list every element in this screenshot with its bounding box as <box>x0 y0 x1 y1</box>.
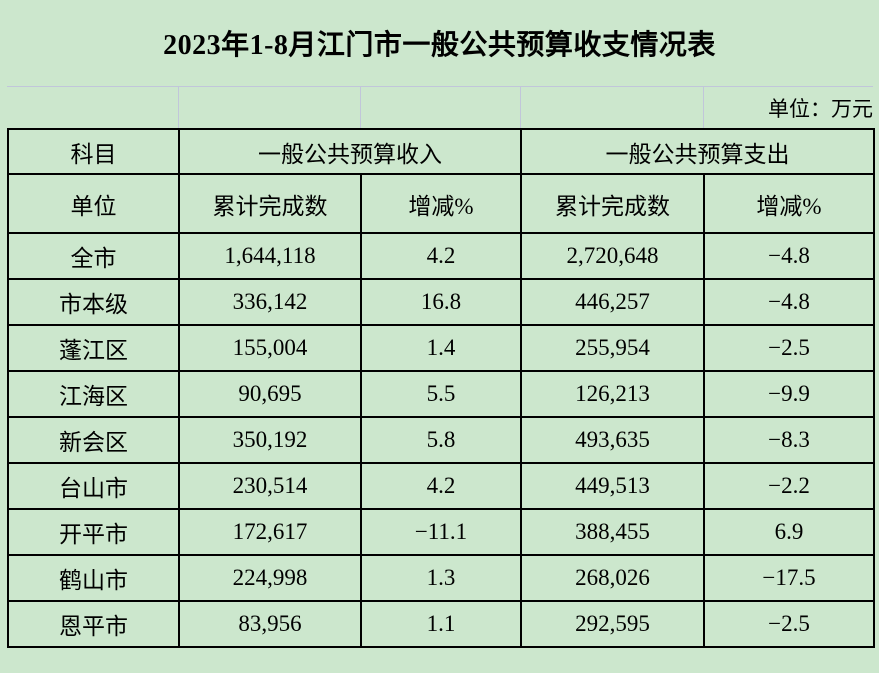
header-subject: 科目 <box>7 128 180 175</box>
cell-expenditure-change: −17.5 <box>703 554 875 602</box>
cell-unit: 市本级 <box>7 278 180 326</box>
cell-revenue-change: 1.3 <box>360 554 522 602</box>
unit-note-row: 单位：万元 <box>7 86 873 129</box>
sub-header-row: 单位 累计完成数 增减% 累计完成数 增减% <box>7 173 875 234</box>
cell-revenue-total: 230,514 <box>178 462 362 510</box>
cell-revenue-total: 224,998 <box>178 554 362 602</box>
table-row: 市本级 336,142 16.8 446,257 −4.8 <box>7 278 875 326</box>
header-revenue-total: 累计完成数 <box>178 173 362 234</box>
table-row: 新会区 350,192 5.8 493,635 −8.3 <box>7 416 875 464</box>
cell-expenditure-total: 255,954 <box>520 324 705 372</box>
cell-revenue-total: 83,956 <box>178 600 362 648</box>
cell-revenue-change: 4.2 <box>360 232 522 280</box>
cell-unit: 江海区 <box>7 370 180 418</box>
page-title: 2023年1-8月江门市一般公共预算收支情况表 <box>163 30 716 61</box>
cell-revenue-total: 90,695 <box>178 370 362 418</box>
cell-revenue-change: 1.4 <box>360 324 522 372</box>
table-row: 恩平市 83,956 1.1 292,595 −2.5 <box>7 600 875 648</box>
cell-expenditure-change: −2.5 <box>703 324 875 372</box>
faint-gridline <box>178 87 179 129</box>
cell-unit: 台山市 <box>7 462 180 510</box>
cell-expenditure-change: −4.8 <box>703 278 875 326</box>
cell-expenditure-change: −9.9 <box>703 370 875 418</box>
table-row: 开平市 172,617 −11.1 388,455 6.9 <box>7 508 875 556</box>
header-expenditure-change: 增减% <box>703 173 875 234</box>
cell-revenue-total: 1,644,118 <box>178 232 362 280</box>
cell-revenue-total: 155,004 <box>178 324 362 372</box>
cell-revenue-change: 16.8 <box>360 278 522 326</box>
faint-gridline <box>703 87 704 129</box>
table-row: 全市 1,644,118 4.2 2,720,648 −4.8 <box>7 232 875 280</box>
cell-unit: 全市 <box>7 232 180 280</box>
cell-expenditure-total: 126,213 <box>520 370 705 418</box>
cell-revenue-change: 4.2 <box>360 462 522 510</box>
table-row: 台山市 230,514 4.2 449,513 −2.2 <box>7 462 875 510</box>
cell-expenditure-change: −8.3 <box>703 416 875 464</box>
cell-expenditure-total: 388,455 <box>520 508 705 556</box>
cell-revenue-total: 336,142 <box>178 278 362 326</box>
header-revenue-group: 一般公共预算收入 <box>178 128 522 175</box>
cell-unit: 鹤山市 <box>7 554 180 602</box>
cell-expenditure-total: 292,595 <box>520 600 705 648</box>
header-expenditure-total: 累计完成数 <box>520 173 705 234</box>
cell-revenue-change: 5.5 <box>360 370 522 418</box>
cell-expenditure-total: 268,026 <box>520 554 705 602</box>
table-row: 江海区 90,695 5.5 126,213 −9.9 <box>7 370 875 418</box>
header-revenue-change: 增减% <box>360 173 522 234</box>
cell-expenditure-change: −2.5 <box>703 600 875 648</box>
cell-expenditure-change: 6.9 <box>703 508 875 556</box>
header-expenditure-group: 一般公共预算支出 <box>520 128 875 175</box>
faint-gridline <box>360 87 361 129</box>
cell-revenue-total: 350,192 <box>178 416 362 464</box>
cell-expenditure-total: 449,513 <box>520 462 705 510</box>
cell-expenditure-change: −2.2 <box>703 462 875 510</box>
cell-revenue-change: 5.8 <box>360 416 522 464</box>
cell-revenue-change: −11.1 <box>360 508 522 556</box>
budget-table: 科目 一般公共预算收入 一般公共预算支出 单位 累计完成数 增减% 累计完成数 … <box>7 128 875 648</box>
header-unit: 单位 <box>7 173 180 234</box>
cell-unit: 蓬江区 <box>7 324 180 372</box>
table-row: 蓬江区 155,004 1.4 255,954 −2.5 <box>7 324 875 372</box>
cell-unit: 恩平市 <box>7 600 180 648</box>
table-row: 鹤山市 224,998 1.3 268,026 −17.5 <box>7 554 875 602</box>
cell-unit: 开平市 <box>7 508 180 556</box>
cell-unit: 新会区 <box>7 416 180 464</box>
faint-gridline <box>520 87 521 129</box>
cell-expenditure-total: 446,257 <box>520 278 705 326</box>
group-header-row: 科目 一般公共预算收入 一般公共预算支出 <box>7 128 875 175</box>
cell-revenue-change: 1.1 <box>360 600 522 648</box>
cell-expenditure-change: −4.8 <box>703 232 875 280</box>
cell-revenue-total: 172,617 <box>178 508 362 556</box>
unit-note: 单位：万元 <box>768 97 873 121</box>
cell-expenditure-total: 2,720,648 <box>520 232 705 280</box>
cell-expenditure-total: 493,635 <box>520 416 705 464</box>
